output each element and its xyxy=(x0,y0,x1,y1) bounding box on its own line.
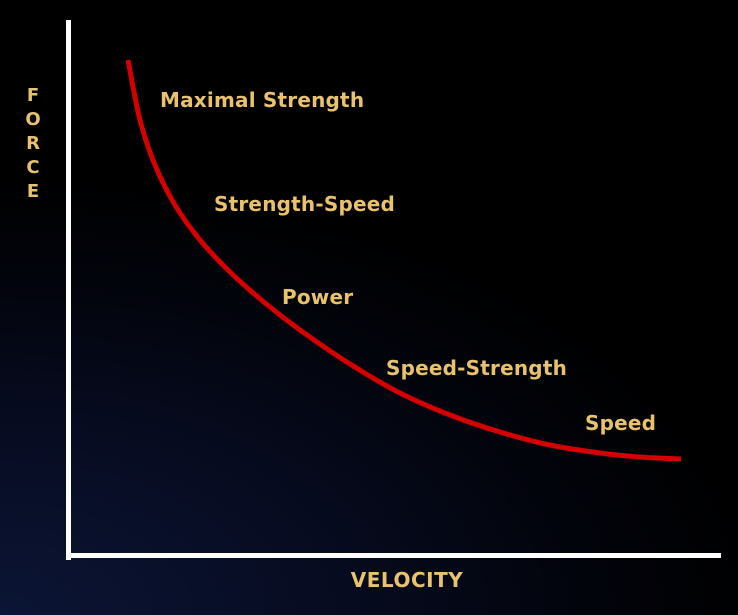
y-axis-label-letter: O xyxy=(25,109,41,130)
x-axis-line xyxy=(66,553,721,558)
x-axis-label: VELOCITY xyxy=(350,568,464,592)
annotation-speed: Speed xyxy=(585,411,657,435)
y-axis-label-letter: C xyxy=(26,157,40,178)
annotation-strength-speed: Strength-Speed xyxy=(214,192,396,216)
y-axis-label: F O R C E xyxy=(24,84,42,204)
annotation-power: Power xyxy=(282,285,354,309)
y-axis-label-letter: R xyxy=(26,133,40,154)
annotation-maximal-strength: Maximal Strength xyxy=(160,88,365,112)
y-axis-label-letter: F xyxy=(26,85,40,106)
y-axis-label-letter: E xyxy=(26,181,40,202)
annotation-speed-strength: Speed-Strength xyxy=(386,356,568,380)
y-axis-line xyxy=(66,20,71,560)
